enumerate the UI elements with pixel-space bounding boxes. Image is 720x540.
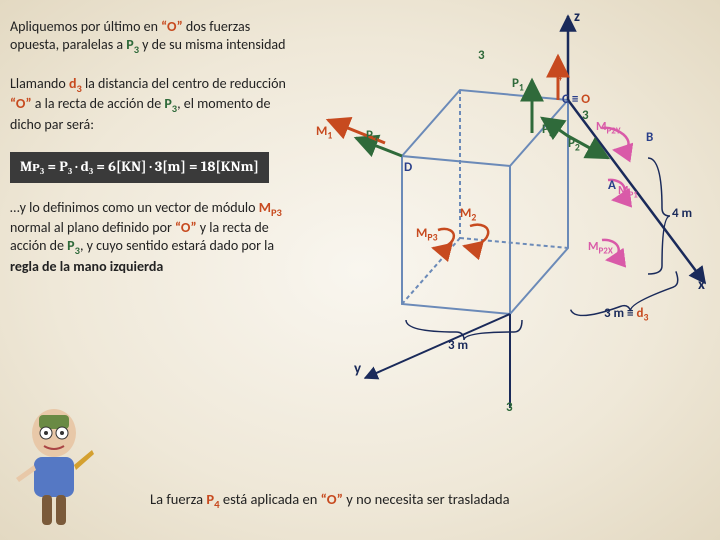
axis-x-label: x [698, 276, 705, 294]
lmp3: M [416, 226, 427, 241]
p3-rule: regla de la mano izquierda [10, 258, 163, 275]
dim-4m: 4 m [672, 206, 692, 221]
fn-c: y no necesita ser trasladada [343, 490, 510, 508]
label-p4: P4 [550, 66, 562, 84]
p3-d: , y cuyo sentido estará dado por la [80, 237, 274, 254]
p3-o: “O” [175, 219, 197, 236]
lmp2y: M [596, 120, 607, 134]
p2-o: “O” [10, 95, 32, 112]
label-m1: M1 [316, 124, 332, 142]
num-3-top-left: 3 [478, 48, 485, 63]
paragraph-1: Apliquemos por último en “O” dos fuerzas… [10, 18, 300, 57]
diagram-svg [310, 8, 710, 408]
lp4s: 4 [557, 72, 562, 84]
p1-text-a: Apliquemos por último en [10, 18, 161, 35]
lp3bs: 3 [549, 128, 554, 140]
p3-mp3-s: P3 [271, 205, 282, 218]
label-mp2y: MP2Y [596, 120, 621, 136]
text-column: Apliquemos por último en “O” dos fuerzas… [10, 18, 300, 294]
paragraph-3: …y lo definimos como un vector de módulo… [10, 199, 300, 276]
label-mp3: MP3 [416, 226, 438, 244]
d3b-wrap: d3 [636, 306, 648, 321]
num-3-right: 3 [582, 108, 589, 123]
lp1: P [512, 76, 519, 91]
label-p3: P3 [366, 128, 378, 146]
p1-o: “O” [161, 18, 183, 35]
p2-a: Llamando [10, 75, 69, 92]
vector-diagram: z x y A B C ≡ O D P1 P2 P3 P3 P4 M1 M2 M… [310, 8, 710, 408]
p2-b: la distancia del centro de reducción [82, 75, 286, 92]
dim-3m: 3 m [448, 338, 468, 353]
p3-p3: P3 [67, 237, 80, 254]
d3c: 3 [643, 312, 648, 324]
fn-p4: P4 [206, 490, 219, 508]
label-c: C ≡ O [562, 92, 590, 107]
lm1: M [316, 124, 327, 139]
formula-box: Mᴘ₃ = P₃ · d₃ = 6[KN] · 3[m] = 18[KNm] [10, 152, 269, 183]
lmp2x: M [588, 240, 599, 254]
p2-c: a la recta de acción de [32, 95, 165, 112]
lp1s: 1 [519, 82, 524, 94]
label-c-t: C ≡ [562, 92, 578, 107]
label-o: O [581, 92, 590, 107]
p1-text-c: y de su misma intensidad [139, 36, 285, 53]
axis-z-label: z [574, 8, 580, 26]
label-d: D [404, 160, 412, 175]
lp3s: 3 [373, 134, 378, 146]
p1-p3-l: P [126, 36, 133, 53]
p3-a: …y lo definimos como un vector de módulo [10, 199, 259, 216]
footnote: La fuerza P4 está aplicada en “O” y no n… [150, 490, 510, 511]
lm2s: 2 [471, 212, 476, 224]
label-m2: M2 [460, 206, 476, 224]
axis-y-label: y [354, 360, 361, 378]
p2-d3: d3 [69, 75, 82, 92]
p3-p3-l: P [67, 237, 74, 254]
lp2: P [568, 136, 575, 151]
label-mp2x: MP2X [588, 240, 613, 256]
lm2: M [460, 206, 471, 221]
label-p2: P2 [568, 136, 580, 154]
lp2s: 2 [575, 142, 580, 154]
p2-p3-l: P [164, 95, 171, 112]
label-mp1: MP1 [618, 184, 638, 200]
fn-a: La fuerza [150, 490, 206, 508]
p2-p3: P3 [164, 95, 177, 112]
p3-mp3-l: M [259, 199, 271, 216]
lmp2ys: P2Y [607, 125, 621, 136]
lp3: P [366, 128, 373, 143]
label-p1: P1 [512, 76, 524, 94]
lmp3s: P3 [427, 232, 437, 244]
label-b: B [646, 130, 653, 145]
lmp1: M [618, 184, 629, 198]
cartoon-engineer-icon [4, 400, 99, 530]
lp4: P [550, 66, 557, 81]
lp3b: P [542, 122, 549, 137]
p3-mp3: MP3 [259, 199, 282, 216]
lmp1s: P1 [629, 189, 638, 200]
fn-p4-l: P [206, 490, 214, 508]
paragraph-2: Llamando d3 la distancia del centro de r… [10, 75, 300, 134]
fn-o: “O” [321, 490, 343, 508]
fn-b: está aplicada en [220, 490, 321, 508]
p1-p3: P3 [126, 36, 139, 53]
lmp2xs: P2X [599, 245, 613, 256]
label-a: A [608, 178, 616, 193]
lm1s: 1 [327, 130, 332, 142]
d3a: 3 m ≡ [604, 306, 636, 321]
label-p3b: P3 [542, 122, 554, 140]
dim-3m-d3: 3 m ≡ d3 [604, 306, 648, 324]
p3-b: normal al plano definido por [10, 219, 175, 236]
num-3-down: 3 [506, 400, 513, 415]
